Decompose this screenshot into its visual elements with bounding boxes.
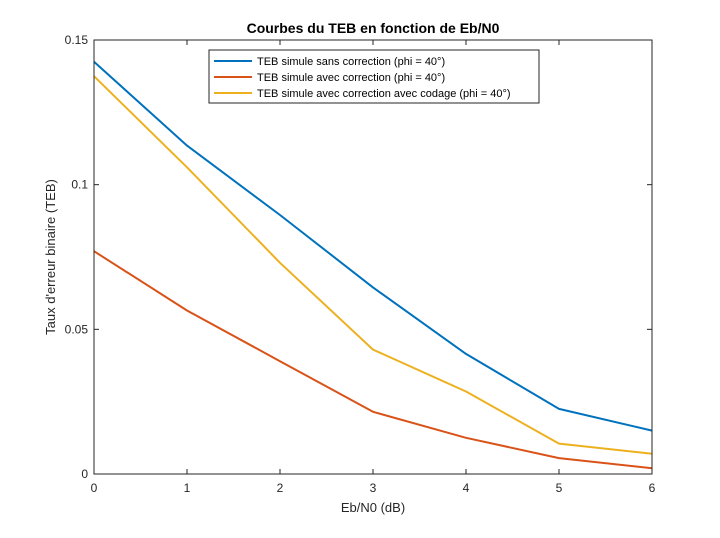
x-tick-label: 0 (91, 481, 98, 495)
x-tick-label: 3 (370, 481, 377, 495)
series-group (93, 60, 653, 470)
y-tick-label: 0 (81, 467, 88, 481)
legend-label-2: TEB simule avec correction (phi = 40°) (257, 72, 445, 84)
y-axis-title: Taux d'erreur binaire (TEB) (43, 179, 58, 335)
series-line-2 (93, 250, 653, 470)
chart-title: Courbes du TEB en fonction de Eb/N0 (247, 20, 500, 36)
x-tick-label: 6 (649, 481, 656, 495)
y-tick-label: 0.05 (65, 322, 89, 336)
series-line-1 (93, 60, 653, 432)
axes-group: 0 1 2 3 4 5 6 0 0.05 0.1 0.15 (65, 33, 656, 495)
legend-label-1: TEB simule sans correction (phi = 40°) (257, 56, 445, 68)
y-tick-label: 0.15 (65, 33, 89, 47)
plot-area-background (94, 40, 652, 474)
x-axis-title: Eb/N0 (dB) (341, 500, 405, 515)
x-tick-label: 4 (463, 481, 470, 495)
x-tick-label: 1 (184, 481, 191, 495)
y-tick-label: 0.1 (71, 178, 88, 192)
series-line-3 (93, 75, 653, 455)
x-tick-label: 2 (277, 481, 284, 495)
legend: TEB simule sans correction (phi = 40°) TE… (208, 49, 540, 104)
legend-label-3: TEB simule avec correction avec codage (… (257, 88, 511, 100)
legend-box (208, 49, 540, 104)
x-tick-label: 5 (556, 481, 563, 495)
